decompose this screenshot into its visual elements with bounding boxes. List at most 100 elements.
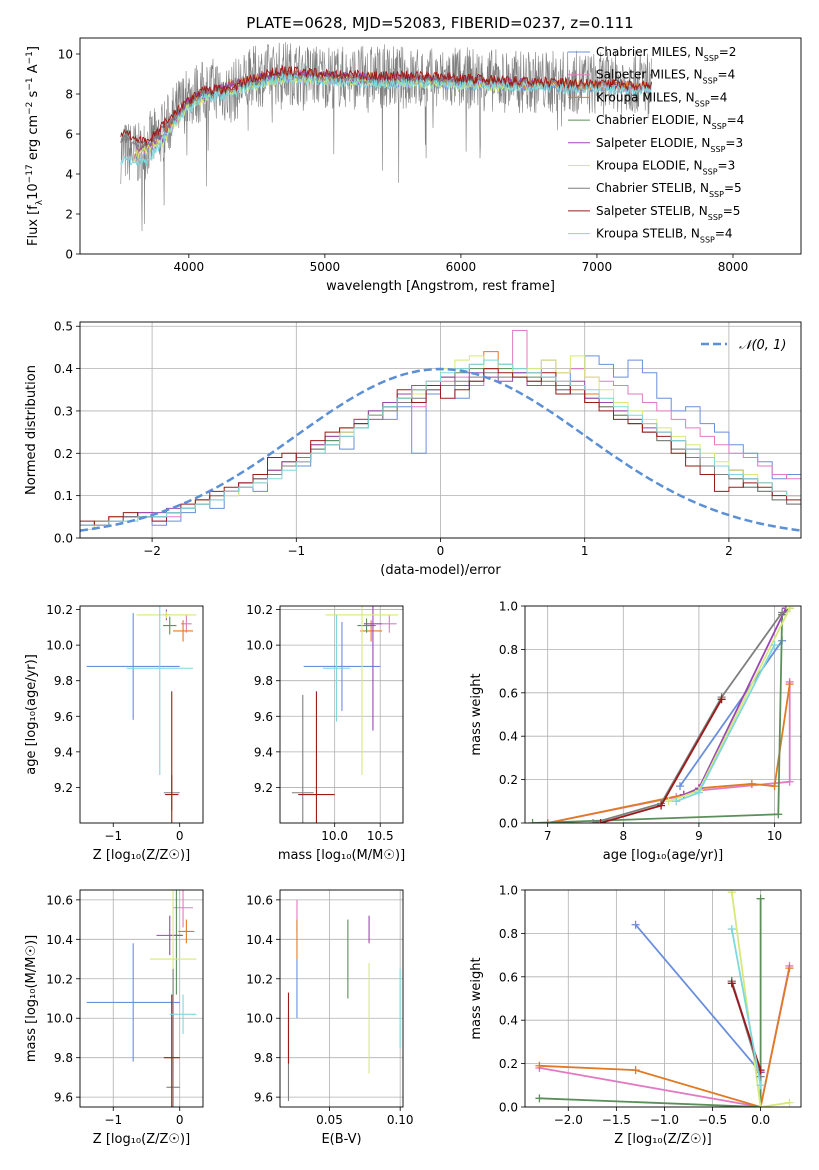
- model-spectrum-kroupa-stelib: [120, 73, 652, 167]
- legend-label-suffix: =3: [725, 136, 743, 150]
- plot-area: [80, 330, 801, 538]
- weight-marker-kroupa-elodie: [785, 606, 794, 613]
- weight-marker-kroupa-stelib: [694, 788, 703, 797]
- legend-label-text: Salpeter ELODIE, N: [596, 136, 710, 150]
- plot-area: [528, 606, 794, 823]
- y-tick-label: 9.8: [54, 674, 73, 688]
- weight-marker-salpeter-stelib: [657, 801, 666, 810]
- panel-mass_vs_ebv: 0.05 0.10 9.6 9.8 10.0 10.2 10.4 10.6 E(B-V): [246, 889, 414, 1147]
- y-tick-label: 10.2: [46, 603, 73, 617]
- weight-marker-chabrier-elodie: [535, 1094, 544, 1103]
- y-axis-label: Flux [fλ10−17 erg cm−2 s−1 A−1]: [25, 46, 45, 246]
- weight-marker-chabrier-stelib: [778, 608, 787, 617]
- legend-label-sub: SSP: [712, 122, 727, 131]
- plot-area: [291, 606, 399, 823]
- legend-label-sub: SSP: [700, 235, 715, 244]
- histogram-chabrier-miles: [80, 355, 801, 538]
- y-tick-label: 0.5: [54, 320, 73, 334]
- panel-spectrum: 4000 5000 6000 7000 8000 0 2 4 6 8 10 wavelength [A…: [25, 37, 802, 294]
- y-tick-label: 10: [58, 48, 73, 62]
- weight-line-chabrier-miles: [679, 640, 783, 787]
- y-axis-label-part: erg cm: [26, 115, 41, 164]
- x-tick-label: 10.5: [367, 829, 394, 843]
- x-tick-label: 2: [725, 544, 733, 558]
- y-tick-label: 0.6: [499, 970, 518, 984]
- weight-marker-kroupa-stelib: [727, 925, 736, 934]
- y-axis-label-part: A: [26, 64, 41, 77]
- y-tick-label: 9.2: [254, 781, 273, 795]
- x-tick-label: 0: [176, 1113, 184, 1127]
- plot-area: [287, 899, 401, 1102]
- x-tick-label: 9: [695, 829, 703, 843]
- weight-marker-chabrier-elodie: [774, 810, 783, 819]
- weight-marker-kroupa-miles: [770, 782, 779, 791]
- axes-frame: [79, 889, 204, 1108]
- y-tick-label: 9.6: [54, 710, 73, 724]
- x-tick-label: 0.10: [387, 1113, 414, 1127]
- y-axis-label: Normed distribution: [24, 365, 39, 495]
- weight-marker-kroupa-elodie: [785, 1098, 794, 1107]
- weight-line-chabrier-miles: [634, 924, 762, 1073]
- y-tick-label: 0.1: [54, 489, 73, 503]
- legend-label-sub: SSP: [703, 167, 718, 176]
- x-tick-label: −1: [287, 544, 305, 558]
- y-axis-label-part: Flux [f: [26, 205, 41, 246]
- normal-curve: [80, 367, 801, 532]
- x-axis-label: wavelength [Angstrom, rest frame]: [326, 279, 555, 294]
- legend-label: 𝒩(0, 1): [739, 338, 786, 353]
- model-spectrum-chabrier-elodie: [133, 71, 543, 162]
- weight-marker-chabrier-stelib: [589, 819, 598, 823]
- histogram-salpeter-elodie: [80, 372, 801, 538]
- panel-weight_vs_z: −2.0 −1.5 −1.0 −0.5 0.0 0.0 0.2 0.4 0.6 0.8 1.0 Z […: [469, 884, 802, 1147]
- y-axis-label-part: −2: [25, 102, 35, 115]
- y-axis-label: age [log₁₀(age/yr)]: [24, 654, 39, 775]
- x-tick-label: 10: [767, 829, 782, 843]
- panel-age_vs_z: −1 0 9.2 9.4 9.6 9.8 10.0 10.2 Z [log₁₀(Z/Z☉)] ag…: [24, 603, 204, 863]
- weight-marker-chabrier-elodie: [528, 819, 537, 823]
- y-tick-label: 10.0: [46, 1012, 73, 1026]
- y-axis-label-part: −1: [25, 51, 35, 64]
- y-tick-label: 0.6: [499, 686, 518, 700]
- legend-label-sub: SSP: [710, 144, 725, 153]
- weight-marker-kroupa-miles: [747, 779, 756, 788]
- weight-marker-salpeter-stelib: [717, 695, 726, 704]
- y-tick-label: 0: [65, 248, 73, 262]
- legend-label: Kroupa STELIB, NSSP=4: [596, 227, 733, 245]
- x-tick-label: −1.0: [650, 1113, 679, 1127]
- histogram-salpeter-stelib: [80, 368, 801, 538]
- weight-marker-chabrier-miles: [676, 782, 685, 791]
- x-axis-label: Z [log₁₀(Z/Z☉)]: [93, 848, 190, 863]
- x-tick-label: −0.5: [698, 1113, 727, 1127]
- panel-age_vs_mass: 10.0 10.5 9.2 9.4 9.6 9.8 10.0 10.2 mass [log₁₀(…: [246, 603, 405, 863]
- weight-marker-kroupa-miles: [535, 1061, 544, 1070]
- x-tick-label: 5000: [310, 260, 341, 274]
- x-tick-label: 1: [581, 544, 589, 558]
- plot-area: [120, 42, 652, 232]
- panel-residuals: −2 −1 0 1 2 0.0 0.1 0.2 0.3 0.4 0.5 (data-model)/er…: [24, 320, 802, 578]
- legend-label: Kroupa MILES, NSSP=4: [596, 90, 727, 108]
- axes-frame: [524, 605, 802, 824]
- panel-weight_vs_age: 7 8 9 10 0.0 0.2 0.4 0.6 0.8 1.0 age [log₁₀(age/yr…: [469, 600, 802, 863]
- plot-area: [86, 606, 197, 823]
- weight-marker-kroupa-miles: [785, 680, 794, 689]
- y-tick-label: 9.8: [254, 1051, 273, 1065]
- legend-label-text: Kroupa MILES, N: [596, 90, 695, 104]
- y-axis-label: mass [log₁₀(M/M☉)]: [24, 935, 39, 1062]
- weight-line-chabrier-elodie: [539, 898, 762, 1107]
- legend-label: Salpeter ELODIE, NSSP=3: [596, 136, 743, 154]
- y-tick-label: 4: [65, 168, 73, 182]
- legend-label: Salpeter STELIB, NSSP=5: [596, 204, 740, 222]
- y-tick-label: 1.0: [499, 884, 518, 898]
- x-tick-label: −1: [104, 1113, 122, 1127]
- y-tick-label: 9.2: [54, 781, 73, 795]
- y-tick-label: 10.0: [246, 639, 273, 653]
- y-tick-label: 9.4: [54, 745, 73, 759]
- y-tick-label: 9.8: [54, 1051, 73, 1065]
- x-tick-label: −1: [104, 829, 122, 843]
- x-tick-label: 8000: [718, 260, 749, 274]
- model-spectrum-salpeter-stelib: [120, 65, 652, 146]
- legend-label: Chabrier STELIB, NSSP=5: [596, 181, 742, 199]
- y-tick-label: 9.6: [54, 1091, 73, 1105]
- weight-line-kroupa-elodie: [730, 892, 790, 1107]
